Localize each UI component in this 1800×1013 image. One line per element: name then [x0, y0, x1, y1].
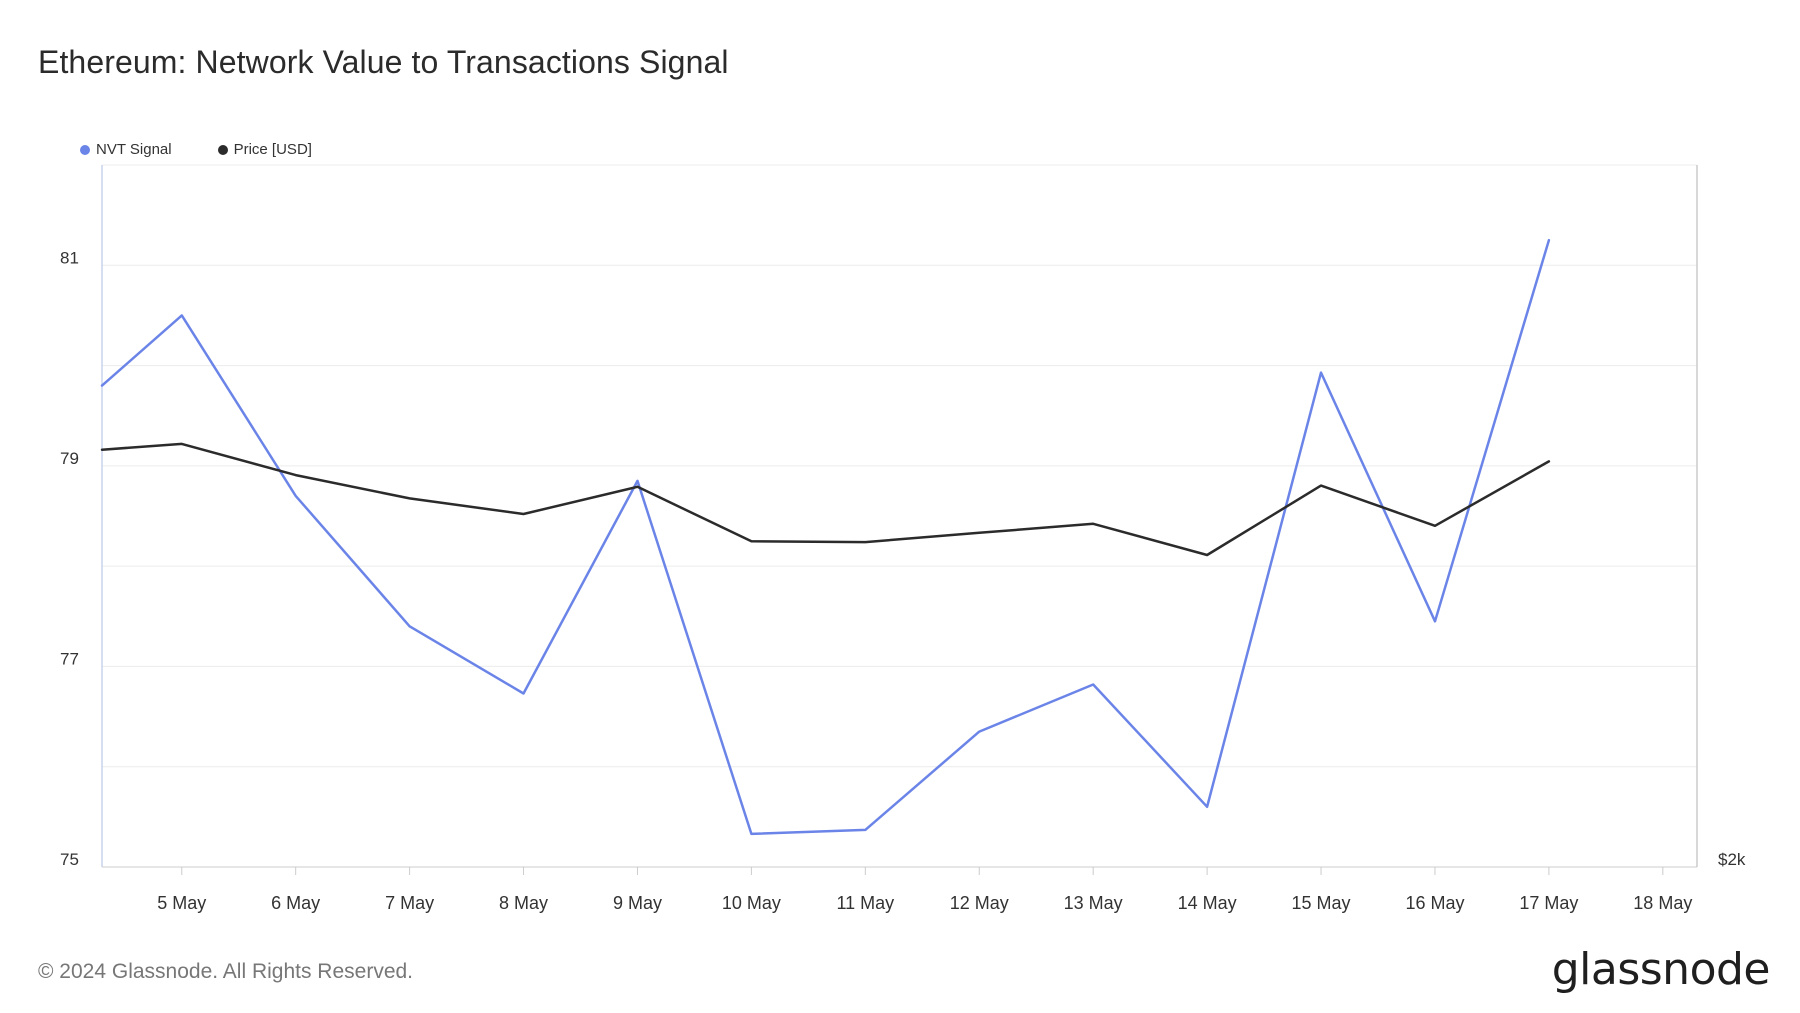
page-title: Ethereum: Network Value to Transactions …	[38, 44, 729, 80]
x-tick-label: 17 May	[1519, 893, 1578, 913]
series-line-nvt-signal	[100, 238, 1551, 836]
x-tick-label: 9 May	[613, 893, 662, 913]
y-tick-label: 81	[60, 248, 79, 267]
legend-label-nvt-signal: NVT Signal	[96, 141, 172, 158]
legend-item-price[interactable]: Price [USD]	[217, 141, 312, 158]
footer-copyright: © 2024 Glassnode. All Rights Reserved.	[38, 960, 414, 983]
y-tick-label: 79	[60, 449, 79, 468]
x-tick-label: 6 May	[271, 893, 320, 913]
x-tick-label: 8 May	[499, 893, 548, 913]
glassnode-logo: glassnode	[1551, 944, 1771, 995]
x-tick-label: 18 May	[1633, 893, 1692, 913]
chart-legend: NVT Signal Price [USD]	[80, 141, 358, 158]
x-tick-label: 11 May	[836, 893, 894, 913]
x-tick-label: 5 May	[157, 893, 206, 913]
x-tick-label: 15 May	[1292, 893, 1351, 913]
x-tick-label: 16 May	[1405, 893, 1464, 913]
x-tick-label: 12 May	[950, 893, 1009, 913]
x-tick-label: 7 May	[385, 893, 434, 913]
legend-dot-price	[217, 144, 228, 155]
legend-label-price: Price [USD]	[233, 141, 312, 158]
x-tick-label: 13 May	[1064, 893, 1123, 913]
y-right-tick-label: $2k	[1718, 850, 1746, 869]
y-tick-label: 75	[60, 850, 79, 869]
legend-dot-nvt-signal	[80, 144, 90, 155]
series-line-price	[100, 442, 1551, 557]
y-tick-label: 77	[60, 649, 79, 668]
legend-item-nvt-signal[interactable]: NVT Signal	[80, 141, 172, 158]
x-tick-label: 14 May	[1178, 893, 1237, 913]
x-tick-label: 10 May	[722, 893, 781, 913]
